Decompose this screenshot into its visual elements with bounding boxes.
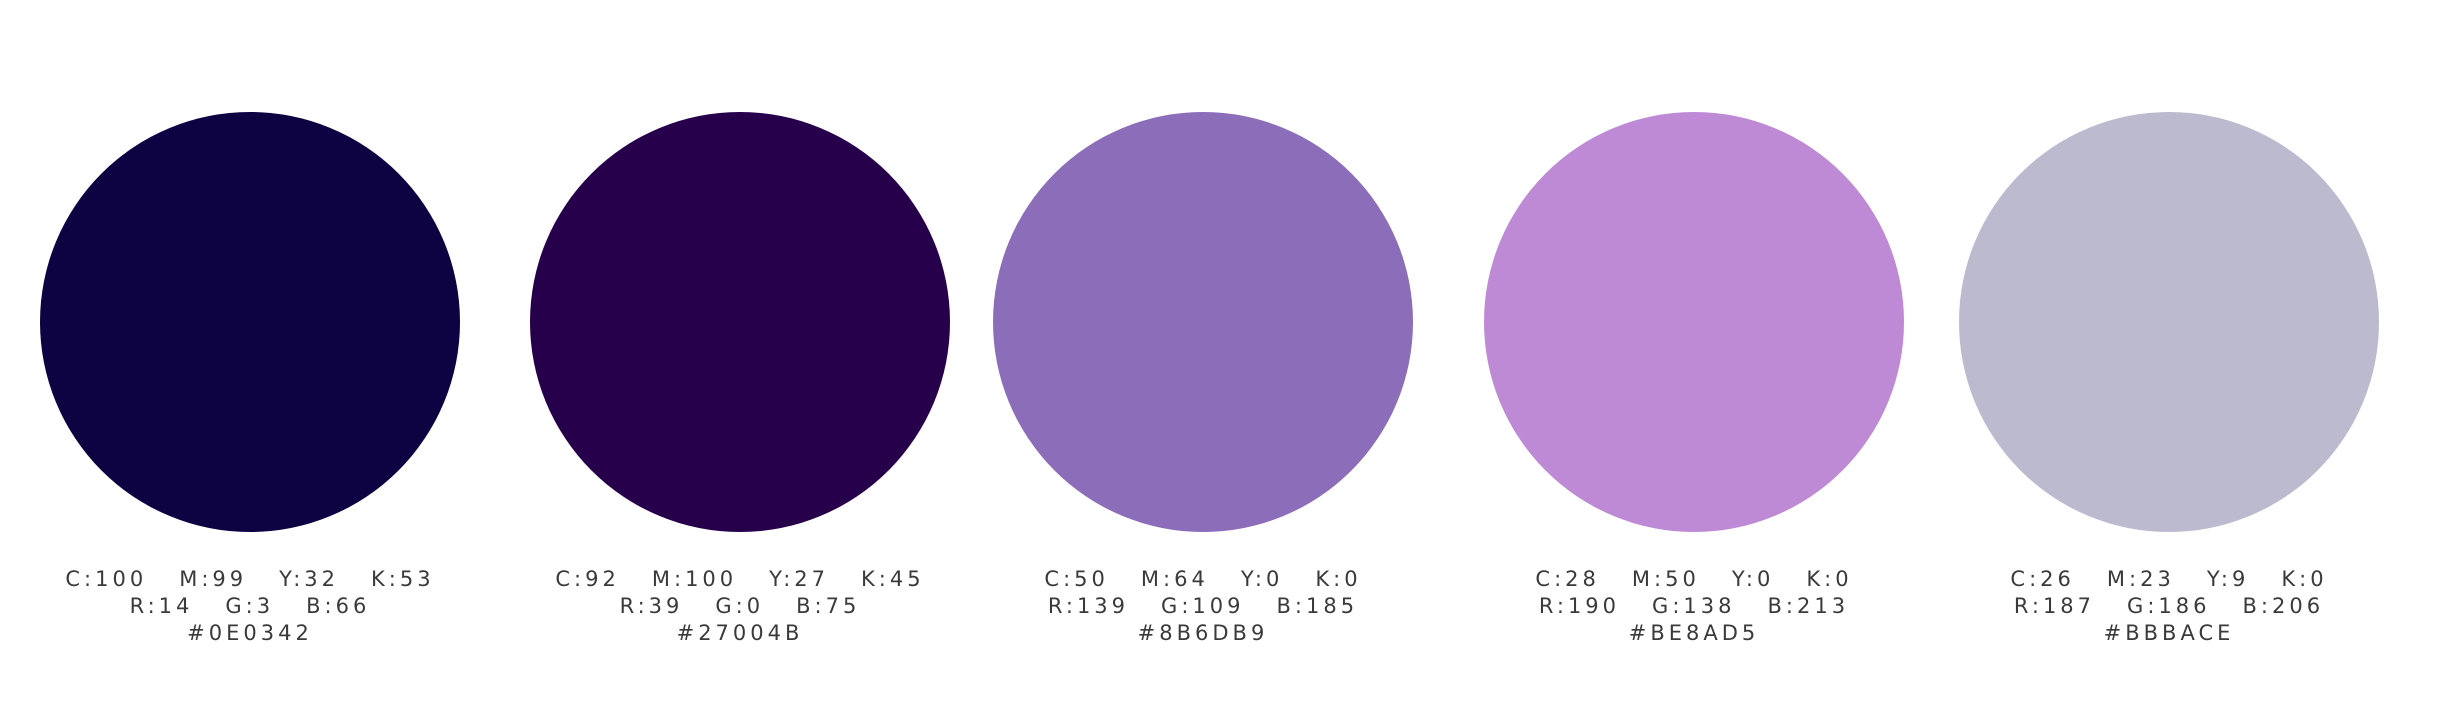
- color-info: C:26 M:23 Y:9 K:0 R:187 G:186 B:206 #BBB…: [1919, 566, 2419, 647]
- color-swatch: C:28 M:50 Y:0 K:0 R:190 G:138 B:213 #BE8…: [1484, 112, 1904, 652]
- hex-code: #BBBACE: [2103, 621, 2235, 645]
- cmyk-values: C:92 M:100 Y:27 K:45: [555, 567, 925, 591]
- color-circle: [530, 112, 950, 532]
- cmyk-values: C:50 M:64 Y:0 K:0: [1044, 567, 1362, 591]
- color-circle: [993, 112, 1413, 532]
- color-circle: [40, 112, 460, 532]
- rgb-values: R:139 G:109 B:185: [1047, 594, 1359, 618]
- color-info: C:100 M:99 Y:32 K:53 R:14 G:3 B:66 #0E03…: [0, 566, 500, 647]
- cmyk-values: C:26 M:23 Y:9 K:0: [2010, 567, 2328, 591]
- rgb-values: R:190 G:138 B:213: [1538, 594, 1850, 618]
- color-info: C:50 M:64 Y:0 K:0 R:139 G:109 B:185 #8B6…: [953, 566, 1453, 647]
- hex-code: #BE8AD5: [1628, 621, 1760, 645]
- cmyk-values: C:100 M:99 Y:32 K:53: [65, 567, 435, 591]
- color-info: C:28 M:50 Y:0 K:0 R:190 G:138 B:213 #BE8…: [1444, 566, 1944, 647]
- color-info: C:92 M:100 Y:27 K:45 R:39 G:0 B:75 #2700…: [490, 566, 990, 647]
- rgb-values: R:14 G:3 B:66: [129, 594, 371, 618]
- color-swatch: C:50 M:64 Y:0 K:0 R:139 G:109 B:185 #8B6…: [993, 112, 1413, 652]
- hex-code: #8B6DB9: [1137, 621, 1269, 645]
- hex-code: #27004B: [676, 621, 804, 645]
- color-swatch: C:26 M:23 Y:9 K:0 R:187 G:186 B:206 #BBB…: [1959, 112, 2379, 652]
- color-circle: [1959, 112, 2379, 532]
- cmyk-values: C:28 M:50 Y:0 K:0: [1535, 567, 1853, 591]
- color-swatch: C:92 M:100 Y:27 K:45 R:39 G:0 B:75 #2700…: [530, 112, 950, 652]
- color-circle: [1484, 112, 1904, 532]
- color-swatch: C:100 M:99 Y:32 K:53 R:14 G:3 B:66 #0E03…: [40, 112, 460, 652]
- rgb-values: R:39 G:0 B:75: [619, 594, 861, 618]
- hex-code: #0E0342: [187, 621, 313, 645]
- rgb-values: R:187 G:186 B:206: [2013, 594, 2325, 618]
